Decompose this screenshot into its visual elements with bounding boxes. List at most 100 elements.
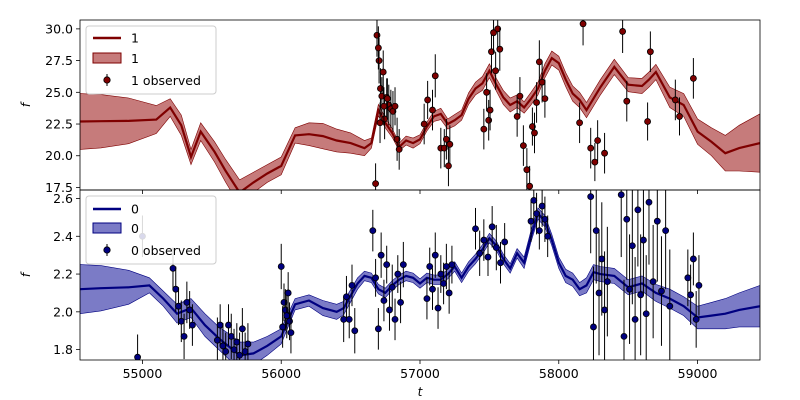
- bottom-y-tick-label: 2.4: [53, 229, 73, 244]
- bottom-observed-point: [649, 278, 657, 286]
- bottom-observed-point: [431, 251, 439, 259]
- bottom-observed-point: [689, 255, 697, 263]
- top-observed-point: [440, 144, 448, 152]
- top-observed-point: [380, 102, 388, 110]
- x-tick-label: 55000: [123, 366, 163, 381]
- bottom-observed-point: [538, 202, 546, 210]
- bottom-observed-point: [374, 325, 382, 333]
- top-observed-point: [379, 68, 387, 76]
- bottom-observed-point: [372, 274, 379, 282]
- bottom-observed-point: [377, 251, 385, 259]
- bottom-observed-point: [233, 338, 241, 346]
- bottom-y-tick-label: 1.8: [53, 342, 73, 357]
- bottom-legend: 0 0 0 observed: [85, 195, 217, 265]
- bottom-observed-point: [284, 289, 292, 297]
- top-observed-point: [496, 45, 504, 53]
- bottom-y-axis: 1.8 2.0 2.2 2.4 2.6: [53, 191, 80, 357]
- bottom-legend-observed-label: 0 observed: [131, 243, 201, 258]
- bottom-observed-point: [662, 227, 670, 235]
- top-observed-point: [494, 25, 502, 33]
- bottom-observed-point: [380, 297, 388, 304]
- bottom-panel: 1.8 2.0 2.2 2.4 2.6 55000 56000 57000 58000 5900…: [19, 189, 761, 399]
- top-observed-point: [393, 135, 401, 143]
- bottom-observed-point: [445, 289, 453, 297]
- bottom-observed-point: [343, 293, 350, 301]
- top-observed-point: [689, 74, 697, 82]
- top-observed-point: [446, 140, 454, 148]
- bottom-y-tick-label: 2.6: [53, 191, 73, 206]
- bottom-observed-point: [383, 261, 391, 269]
- bottom-observed-point: [281, 306, 289, 314]
- bottom-observed-point: [628, 242, 636, 250]
- bottom-observed-point: [394, 270, 402, 278]
- bottom-y-axis-label: f: [19, 271, 33, 277]
- bottom-observed-point: [183, 298, 191, 306]
- bottom-observed-point: [601, 306, 608, 314]
- top-observed-point: [375, 57, 383, 64]
- bottom-legend-frame: [85, 195, 217, 265]
- bottom-observed-point: [692, 315, 700, 323]
- top-observed-point: [374, 44, 382, 52]
- bottom-observed-point: [687, 291, 695, 299]
- bottom-observed-point: [472, 225, 479, 233]
- bottom-observed-point: [287, 329, 295, 337]
- top-observed-point: [431, 72, 439, 80]
- bottom-observed-point: [533, 210, 540, 218]
- bottom-observed-point: [340, 315, 348, 323]
- bottom-observed-point: [213, 336, 221, 344]
- bottom-observed-point: [448, 261, 456, 269]
- bottom-observed-point: [175, 302, 182, 310]
- bottom-observed-point: [238, 325, 246, 333]
- top-observed-point: [377, 85, 384, 92]
- bottom-observed-point: [216, 321, 224, 329]
- bottom-observed-point: [695, 281, 703, 289]
- bottom-observed-point: [658, 287, 665, 295]
- bottom-observed-point: [501, 238, 509, 246]
- top-legend: 1 1 1 observed: [85, 25, 217, 95]
- top-observed-point: [535, 58, 543, 66]
- bottom-observed-point: [227, 332, 235, 340]
- x-tick-label: 59000: [678, 366, 718, 381]
- bottom-observed-point: [279, 323, 287, 331]
- bottom-observed-point: [236, 351, 243, 359]
- bottom-observed-point: [645, 198, 653, 206]
- top-observed-point: [526, 182, 534, 190]
- top-observed-point: [646, 48, 654, 56]
- bottom-observed-point: [230, 346, 238, 354]
- bottom-observed-point: [497, 259, 504, 267]
- bottom-observed-point: [544, 232, 552, 240]
- top-legend-band-swatch: [92, 52, 122, 64]
- x-tick-label: 56000: [261, 366, 301, 381]
- top-mean-line: [80, 56, 760, 190]
- bottom-y-tick-label: 2.2: [53, 267, 73, 282]
- top-observed-point: [373, 31, 381, 39]
- bottom-mean-line: [80, 211, 760, 357]
- bottom-observed-point: [348, 281, 356, 289]
- bottom-observed-point: [426, 263, 434, 270]
- bottom-observed-point: [186, 306, 194, 314]
- bottom-observed-point: [617, 191, 625, 199]
- top-observed-point: [541, 95, 549, 103]
- top-observed-point: [480, 125, 488, 133]
- bottom-observed-point: [388, 283, 396, 291]
- top-observed-point: [523, 166, 531, 174]
- top-observed-point: [383, 95, 391, 103]
- bottom-observed-point: [530, 196, 538, 204]
- bottom-axes-frame: [79, 189, 761, 361]
- top-observed-point: [513, 113, 521, 120]
- top-observed-point: [587, 144, 595, 152]
- top-observed-point: [424, 96, 432, 104]
- x-tick-label: 58000: [539, 366, 579, 381]
- top-observed-point: [372, 180, 379, 188]
- top-legend-frame: [85, 25, 217, 95]
- top-observed-point: [395, 146, 403, 153]
- bottom-observed-point: [225, 321, 232, 329]
- bottom-observed-point: [244, 340, 252, 348]
- bottom-observed-point: [590, 323, 597, 331]
- bottom-observed-point: [386, 306, 393, 314]
- bottom-observed-point: [603, 278, 611, 286]
- top-y-tick-label: 25.0: [45, 85, 73, 100]
- bottom-observed-point: [637, 291, 645, 299]
- top-observed-point: [445, 162, 452, 170]
- bottom-observed-point: [484, 253, 492, 261]
